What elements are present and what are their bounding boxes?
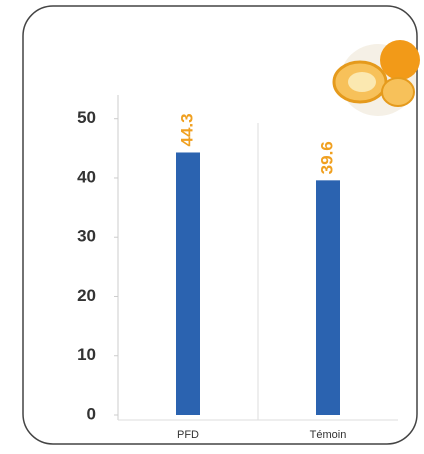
fruit-illustration [332, 40, 420, 116]
x-tick-label: Témoin [310, 429, 347, 441]
y-tick-label: 0 [87, 404, 96, 423]
y-tick-label: 20 [77, 286, 96, 305]
y-tick-label: 10 [77, 345, 96, 364]
y-tick-label: 50 [77, 108, 96, 127]
y-tick-label: 40 [77, 167, 96, 186]
value-label: 39.6 [317, 141, 336, 174]
value-label: 44.3 [177, 113, 196, 146]
x-tick-label: PFD [177, 429, 199, 441]
bar [316, 180, 340, 415]
bar [176, 152, 200, 415]
y-tick-label: 30 [77, 227, 96, 246]
